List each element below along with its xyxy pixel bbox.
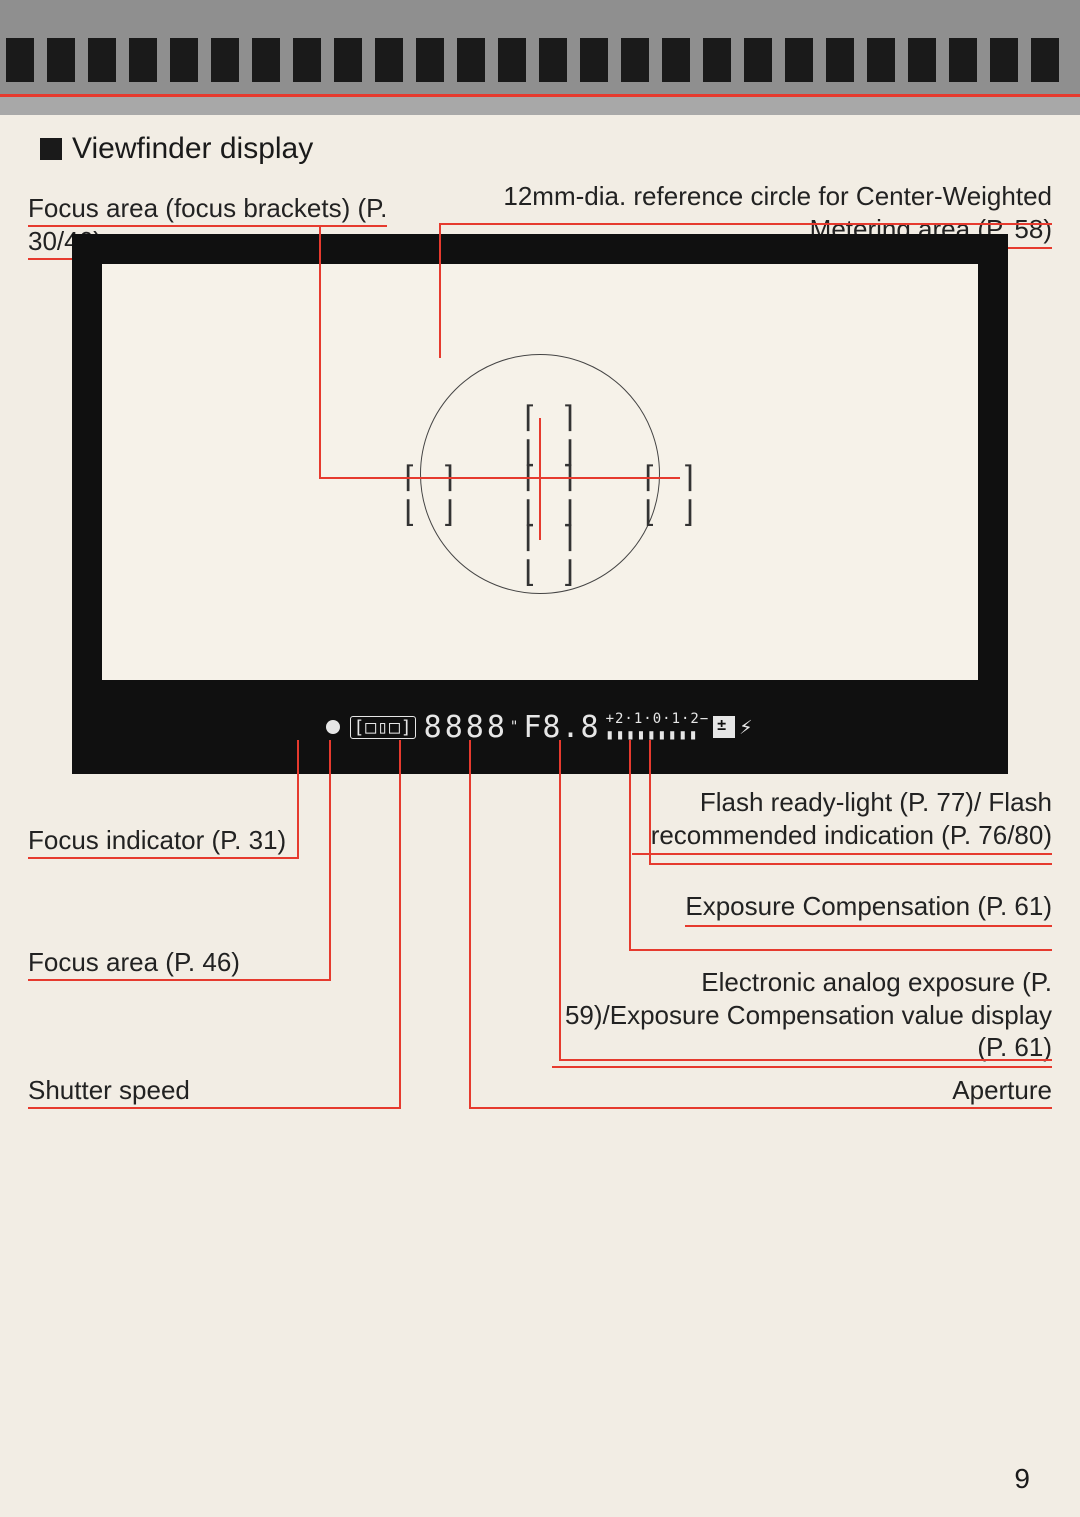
focus-bracket-right: ⌈ ⌉⌊ ⌋ [640,460,700,530]
label-flash: Flash ready-light (P. 77)/ Flash recomme… [632,786,1052,855]
label-analog-exp-text: Electronic analog exposure (P. 59)/Expos… [552,966,1052,1068]
seconds-mark-icon: " [510,719,519,735]
label-shutter-speed-text: Shutter speed [28,1075,190,1109]
shutter-speed-readout: 8888 [424,710,508,745]
square-bullet-icon [40,138,62,160]
gray-divider [0,97,1080,115]
label-exp-comp-text: Exposure Compensation (P. 61) [685,890,1052,927]
flash-bolt-icon: ⚡ [739,715,753,740]
film-band [0,0,1080,94]
label-focus-area-text: Focus area (P. 46) [28,947,240,981]
viewfinder-frame: ⌈ ⌉⌊ ⌋ ⌈ ⌉⌊ ⌋ ⌈ ⌉⌊ ⌋ ⌈ ⌉⌊ ⌋ ⌈ ⌉⌊ ⌋ [□▯□]… [72,234,1008,774]
manual-page: Viewfinder display Focus area (focus bra… [0,0,1080,1517]
analog-exposure-scale: +2·1·0·1·2− ▮▮▮▮▮▮▮▮▮ [606,711,710,743]
analog-exposure-scale-text: +2·1·0·1·2− [606,711,710,727]
exposure-compensation-icon [713,716,735,738]
label-shutter-speed: Shutter speed [28,1074,328,1107]
label-analog-exp: Electronic analog exposure (P. 59)/Expos… [552,966,1052,1068]
viewfinder-screen: ⌈ ⌉⌊ ⌋ ⌈ ⌉⌊ ⌋ ⌈ ⌉⌊ ⌋ ⌈ ⌉⌊ ⌋ ⌈ ⌉⌊ ⌋ [102,264,978,680]
label-focus-indicator: Focus indicator (P. 31) [28,824,328,857]
label-aperture-text: Aperture [952,1075,1052,1109]
section-title-text: Viewfinder display [72,132,313,166]
sprocket-row [0,38,1080,82]
aperture-readout: F8.8 [523,710,599,745]
label-focus-area: Focus area (P. 46) [28,946,328,979]
label-focus-indicator-text: Focus indicator (P. 31) [28,825,286,859]
label-exp-comp: Exposure Compensation (P. 61) [632,890,1052,927]
label-flash-text: Flash ready-light (P. 77)/ Flash recomme… [632,786,1052,855]
focus-area-selector-icon: [□▯□] [350,716,415,739]
focus-bracket-left: ⌈ ⌉⌊ ⌋ [400,460,460,530]
label-aperture: Aperture [752,1074,1052,1107]
focus-bracket-center: ⌈ ⌉⌊ ⌋ [520,460,580,530]
page-number: 9 [1014,1463,1030,1495]
section-title: Viewfinder display [40,132,313,166]
viewfinder-lcd: [□▯□] 8888 " F8.8 +2·1·0·1·2− ▮▮▮▮▮▮▮▮▮ … [72,680,1008,774]
focus-indicator-dot-icon [326,720,340,734]
focus-bracket-bottom: ⌈ ⌉⌊ ⌋ [520,520,580,590]
